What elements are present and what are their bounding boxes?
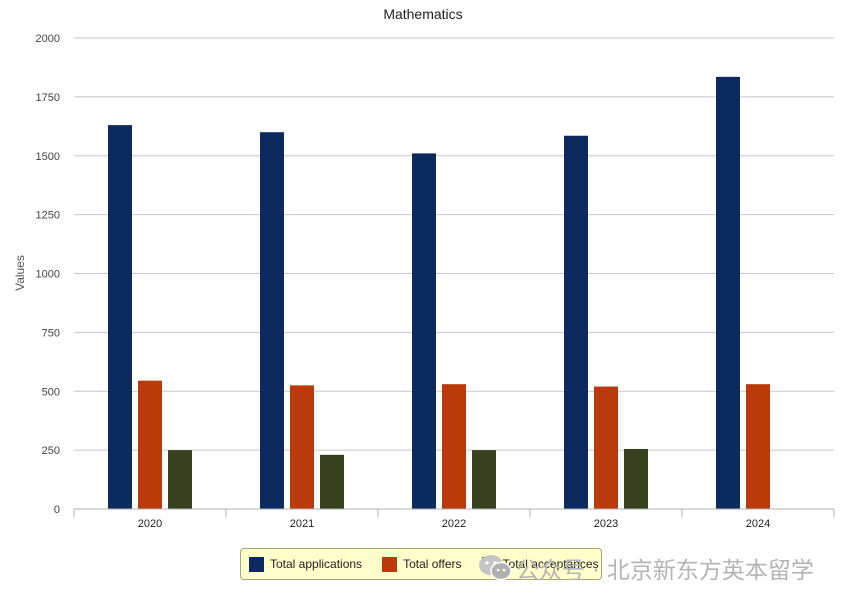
bar-total-applications-2021[interactable] (260, 132, 284, 509)
bar-total-offers-2021[interactable] (290, 385, 314, 509)
legend-swatch-offers (382, 556, 398, 572)
x-axis: 2020 2021 2022 2023 2024 (73, 508, 835, 530)
x-tick-label: 2021 (290, 518, 314, 530)
y-tick-label: 1250 (36, 210, 60, 222)
bar-total-offers-2020[interactable] (138, 380, 162, 509)
bar-total-offers-2024[interactable] (746, 384, 770, 509)
x-tick-label: 2024 (746, 518, 770, 530)
legend-label-applications: Total applications (270, 557, 363, 571)
y-tick-label: 1500 (36, 151, 60, 163)
x-tick-label: 2023 (594, 518, 618, 530)
bar-total-offers-2023[interactable] (594, 386, 618, 509)
watermark: 公众号 · 北京新东方英本留学 (478, 551, 814, 585)
y-tick-label: 250 (42, 445, 60, 457)
y-axis-ticks: 0 250 500 750 1000 1250 1500 1750 2000 (36, 33, 60, 516)
bar-total-acceptances-2023[interactable] (624, 448, 648, 509)
y-tick-label: 0 (54, 504, 60, 516)
legend-item-applications[interactable]: Total applications (249, 556, 363, 572)
legend-swatch-applications (249, 556, 264, 572)
y-tick-label: 1750 (36, 92, 60, 104)
y-tick-label: 1000 (36, 269, 60, 281)
wechat-icon (479, 555, 512, 581)
legend-label-offers: Total offers (403, 557, 462, 571)
legend-item-offers[interactable]: Total offers (382, 556, 462, 572)
y-axis-label: Values (13, 255, 27, 291)
legend-label-acceptances: Total acceptances (502, 557, 599, 571)
chart-title: Mathematics (383, 6, 462, 22)
legend: Total applications Total offers Total ac… (240, 548, 602, 580)
bar-total-acceptances-2021[interactable] (320, 454, 344, 509)
x-tick-label: 2020 (138, 518, 162, 530)
bar-total-applications-2024[interactable] (716, 76, 740, 510)
gridlines (74, 37, 834, 510)
bar-total-acceptances-2022[interactable] (472, 450, 496, 509)
bar-total-offers-2022[interactable] (442, 384, 466, 509)
bar-total-applications-2022[interactable] (412, 153, 436, 509)
bar-total-applications-2020[interactable] (108, 125, 132, 509)
watermark-text: 公众号 · 北京新东方英本留学 (516, 558, 814, 584)
y-tick-label: 500 (42, 386, 60, 398)
y-tick-label: 2000 (36, 33, 60, 45)
bar-total-acceptances-2020[interactable] (168, 450, 192, 509)
bars (108, 76, 770, 510)
x-tick-label: 2022 (442, 518, 466, 530)
bar-total-applications-2023[interactable] (564, 135, 588, 510)
y-tick-label: 750 (42, 327, 60, 339)
